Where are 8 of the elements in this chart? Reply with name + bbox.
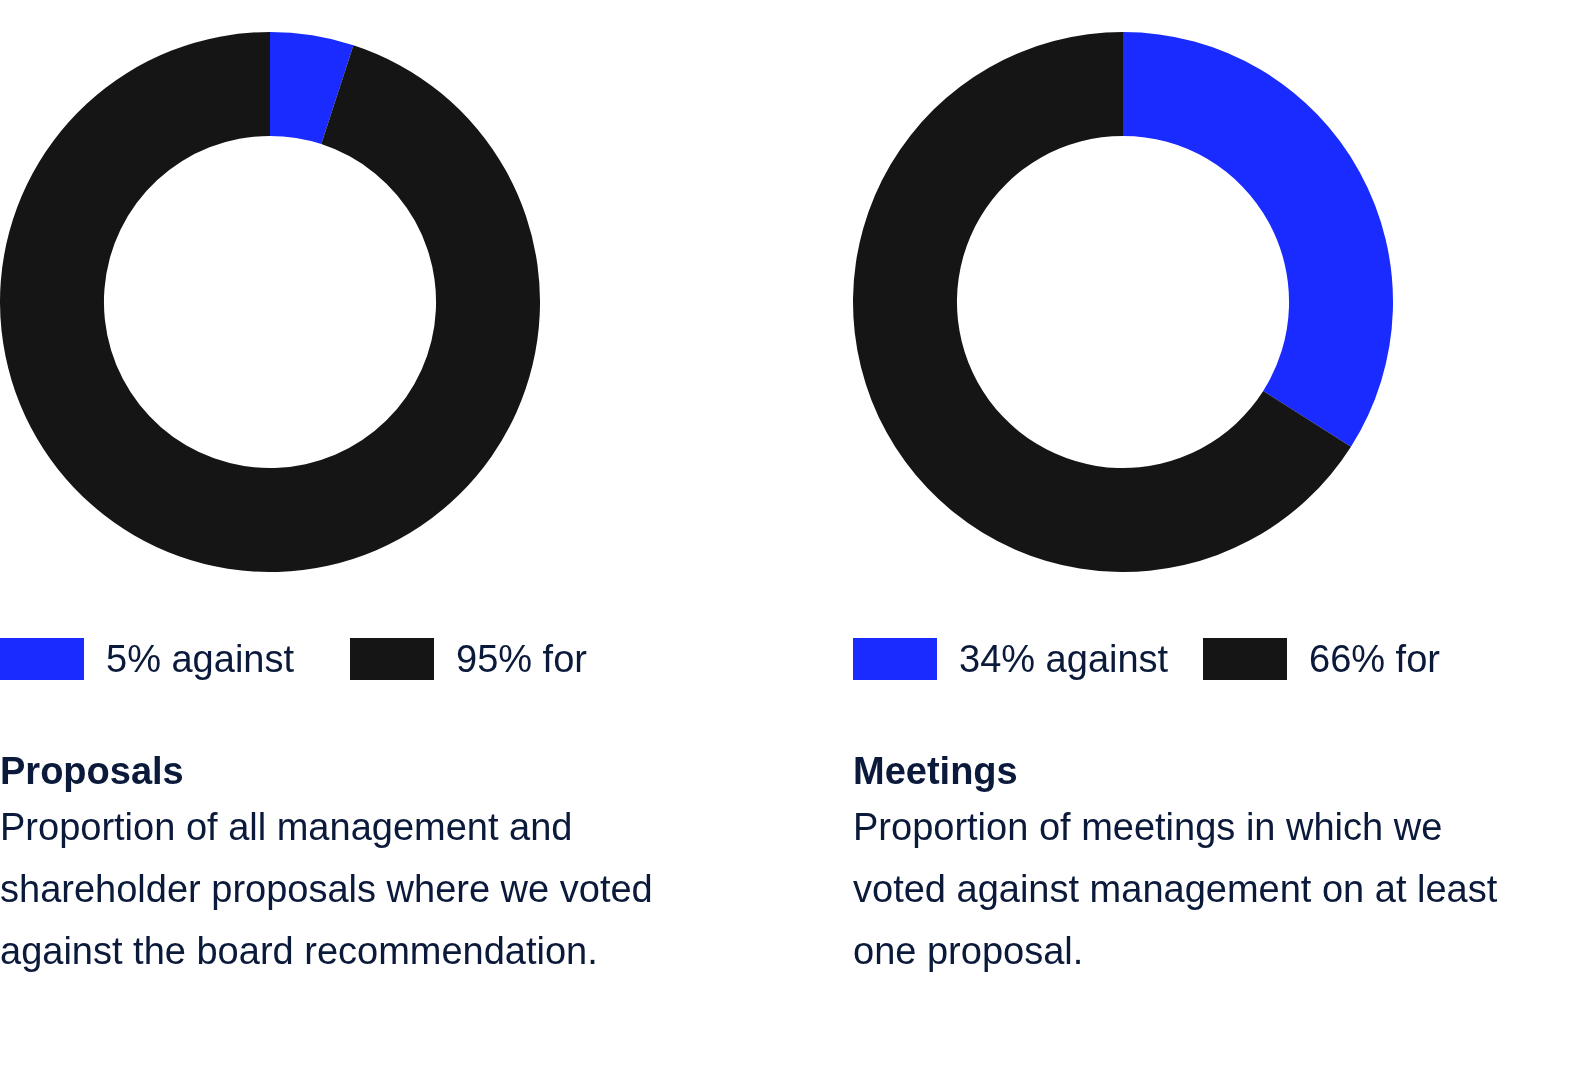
text: Proposals (0, 749, 185, 794)
legend-label: 95% for (456, 637, 587, 681)
text: Proportion of all management and shareholder proposals where we voted against the board recommendation. (0, 805, 654, 974)
text: Meetings (853, 749, 1019, 794)
legend-label: 66% for (1309, 637, 1440, 681)
legend-label: 34% against (959, 637, 1169, 681)
text: Proportion of meetings in which we voted against management on at least one proposal. (853, 805, 1499, 974)
legend-label: 5% against (106, 637, 295, 681)
